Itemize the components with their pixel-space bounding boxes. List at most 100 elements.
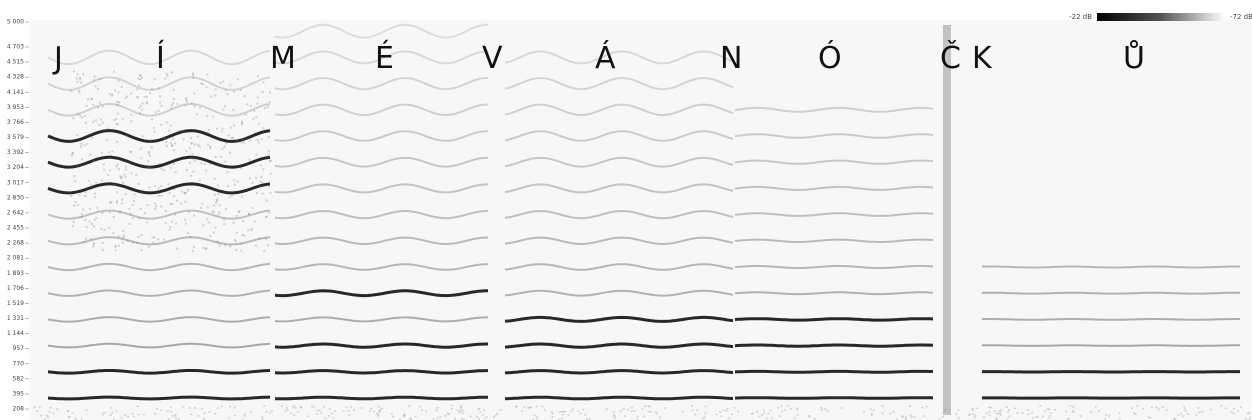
noise (215, 89, 217, 91)
noise (905, 418, 907, 420)
noise (236, 140, 238, 142)
noise (79, 194, 81, 196)
noise (176, 248, 178, 250)
noise (582, 409, 584, 411)
noise (536, 418, 538, 420)
noise (821, 409, 823, 411)
noise (378, 412, 380, 414)
noise (1184, 408, 1186, 410)
noise (524, 406, 526, 408)
noise (233, 222, 235, 224)
noise (116, 191, 118, 193)
noise (72, 225, 74, 227)
noise (138, 236, 140, 238)
noise (281, 405, 283, 407)
noise (478, 418, 480, 420)
noise (307, 416, 309, 418)
noise (71, 154, 73, 156)
noise (957, 410, 959, 412)
noise (256, 103, 258, 105)
noise (634, 411, 636, 413)
noise (224, 161, 226, 163)
noise (1233, 413, 1235, 415)
noise (989, 407, 991, 409)
noise (121, 199, 123, 201)
noise (189, 147, 191, 149)
noise (270, 173, 272, 175)
noise (129, 208, 131, 210)
noise (1119, 413, 1121, 415)
noise (268, 154, 270, 156)
noise (166, 73, 168, 75)
noise (841, 407, 843, 409)
y-tick-label: 1 331 (7, 315, 24, 322)
noise (167, 410, 169, 412)
noise (203, 418, 205, 420)
syllable: Č (940, 39, 961, 76)
noise (222, 81, 224, 83)
noise (297, 411, 299, 413)
noise (192, 153, 194, 155)
noise (300, 407, 302, 409)
noise (214, 95, 216, 97)
noise (1098, 410, 1100, 412)
noise (70, 90, 72, 92)
noise (159, 95, 161, 97)
noise (290, 413, 292, 415)
noise (263, 81, 265, 83)
noise (141, 77, 143, 79)
noise (641, 408, 643, 410)
noise (34, 406, 36, 408)
noise (250, 412, 252, 414)
noise (215, 202, 217, 204)
noise (170, 167, 172, 169)
noise (243, 142, 245, 144)
noise (117, 164, 119, 166)
noise (56, 409, 58, 411)
noise (620, 411, 622, 413)
y-tick-label: 5 000 (7, 19, 24, 26)
noise (756, 411, 758, 413)
noise (148, 246, 150, 248)
noise (174, 142, 176, 144)
noise (207, 131, 209, 133)
noise (1158, 409, 1160, 411)
noise (169, 192, 171, 194)
syllable: N (720, 41, 742, 76)
noise (1000, 412, 1002, 414)
noise (50, 407, 52, 409)
noise (1180, 413, 1182, 415)
harmonic (982, 267, 1240, 268)
noise (190, 236, 192, 238)
noise (140, 105, 142, 107)
noise (262, 193, 264, 195)
noise (240, 250, 242, 252)
noise (267, 244, 269, 246)
noise (92, 104, 94, 106)
syllable: M (270, 41, 296, 76)
noise (121, 86, 123, 88)
noise (115, 118, 117, 120)
noise (94, 196, 96, 198)
noise (613, 411, 615, 413)
noise (311, 405, 313, 407)
noise (462, 410, 464, 412)
noise (132, 204, 134, 206)
noise (101, 212, 103, 214)
noise (75, 201, 77, 203)
noise (567, 414, 569, 416)
colorbar-min: -72 dB (1230, 13, 1252, 21)
noise (113, 216, 115, 218)
noise (95, 217, 97, 219)
noise (1151, 407, 1153, 409)
noise (233, 125, 235, 127)
noise (72, 412, 74, 414)
noise (871, 414, 873, 416)
noise (91, 137, 93, 139)
noise (77, 81, 79, 83)
noise (293, 414, 295, 416)
noise (515, 406, 517, 408)
noise (1067, 418, 1069, 420)
syllable: J (52, 41, 63, 76)
noise (237, 181, 239, 183)
